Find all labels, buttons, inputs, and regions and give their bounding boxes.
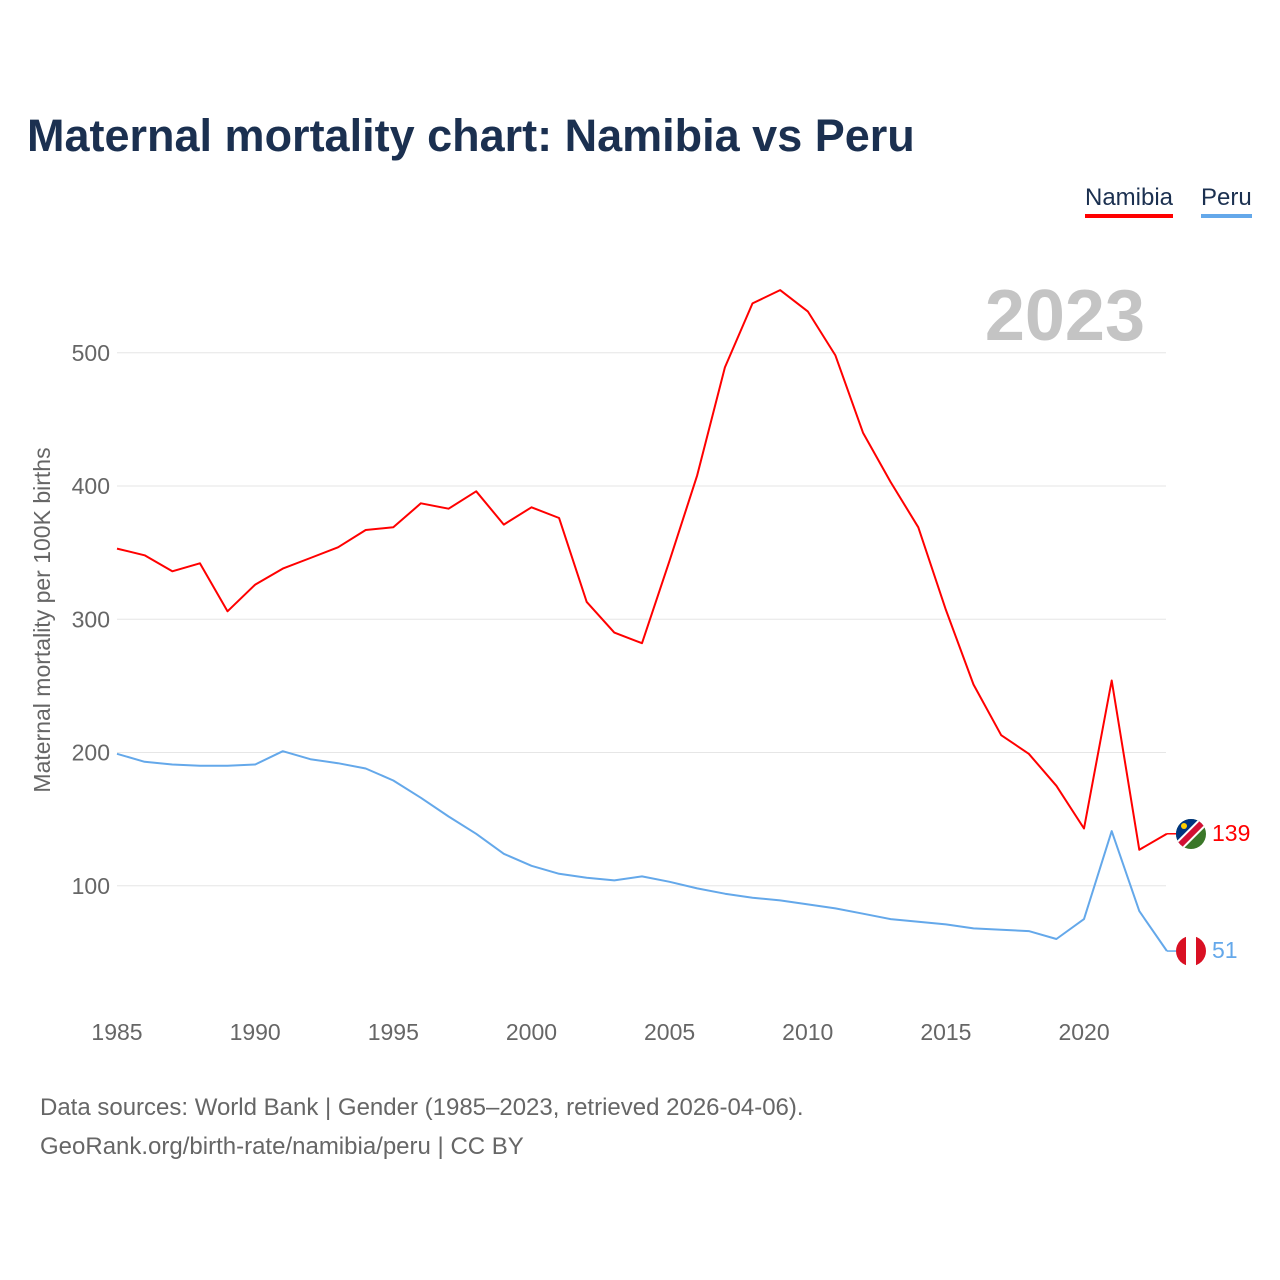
series-line-namibia bbox=[116, 289, 1168, 851]
namibia-flag-icon bbox=[1176, 819, 1206, 849]
y-tick-label: 300 bbox=[72, 606, 110, 632]
source-line-1: Data sources: World Bank | Gender (1985–… bbox=[40, 1094, 804, 1121]
x-tick-label: 2015 bbox=[920, 1019, 971, 1045]
x-tick-label: 2020 bbox=[1058, 1019, 1109, 1045]
legend-namibia[interactable]: Namibia bbox=[1085, 184, 1174, 218]
namibia-end-label: 139 bbox=[1212, 820, 1250, 846]
peru-flag-icon bbox=[1176, 936, 1206, 966]
x-tick-label: 2000 bbox=[506, 1019, 557, 1045]
y-axis-label: Maternal mortality per 100K births bbox=[29, 447, 55, 792]
chart-title: Maternal mortality chart: Namibia vs Per… bbox=[27, 110, 915, 161]
x-tick-label: 1990 bbox=[230, 1019, 281, 1045]
y-tick-label: 100 bbox=[72, 873, 110, 899]
y-tick-label: 400 bbox=[72, 473, 110, 499]
source-line-2[interactable]: GeoRank.org/birth-rate/namibia/peru | CC… bbox=[40, 1133, 524, 1160]
y-tick-label: 500 bbox=[72, 340, 110, 366]
x-tick-label: 2005 bbox=[644, 1019, 695, 1045]
x-tick-label: 2010 bbox=[782, 1019, 833, 1045]
source-note: Data sources: World Bank | Gender (1985–… bbox=[40, 1088, 804, 1166]
x-tick-label: 1985 bbox=[91, 1019, 142, 1045]
year-watermark: 2023 bbox=[985, 276, 1145, 356]
y-tick-label: 200 bbox=[72, 740, 110, 766]
series-line-peru bbox=[116, 750, 1168, 952]
peru-end-label: 51 bbox=[1212, 937, 1238, 963]
x-tick-label: 1995 bbox=[368, 1019, 419, 1045]
legend-peru[interactable]: Peru bbox=[1201, 184, 1252, 218]
